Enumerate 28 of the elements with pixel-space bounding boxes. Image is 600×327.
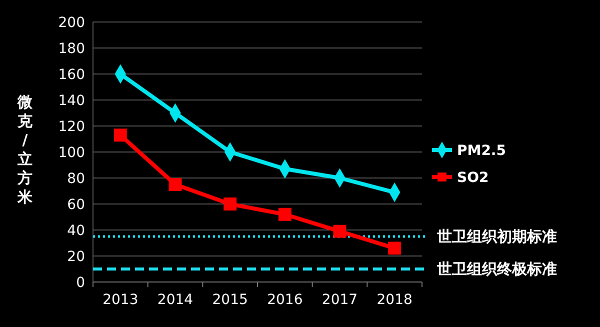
point (168, 178, 182, 191)
x-tick-label: 2014 (157, 292, 194, 308)
ref-line-label: 世卫组织初期标准 (436, 228, 557, 246)
y-tick-label: 180 (58, 40, 85, 57)
x-tick-label: 2015 (212, 292, 248, 308)
y-tick-label: 40 (67, 222, 85, 239)
y-tick-label: 20 (67, 248, 85, 265)
point (388, 242, 402, 255)
y-tick-label: 200 (58, 14, 85, 31)
legend-label: PM2.5 (457, 143, 506, 159)
legend-label: SO2 (457, 170, 489, 186)
y-tick-label: 0 (76, 274, 85, 291)
x-tick-label: 2013 (102, 292, 138, 308)
y-tick-label: 60 (67, 196, 85, 213)
point (333, 224, 346, 238)
y-tick-label: 120 (58, 118, 85, 135)
point (114, 128, 127, 142)
x-tick-label: 2017 (322, 292, 358, 308)
y-tick-label: 140 (58, 92, 85, 109)
point (224, 198, 237, 210)
y-tick-label: 160 (58, 66, 85, 83)
ref-line-label: 世卫组织终极标准 (436, 260, 557, 278)
y-tick-label: 80 (67, 170, 85, 187)
point (278, 208, 292, 221)
x-tick-label: 2016 (267, 292, 303, 308)
x-tick-label: 2018 (376, 292, 412, 308)
y-tick-label: 100 (58, 144, 85, 161)
y-axis-title: 微克/立方米 (16, 93, 34, 206)
